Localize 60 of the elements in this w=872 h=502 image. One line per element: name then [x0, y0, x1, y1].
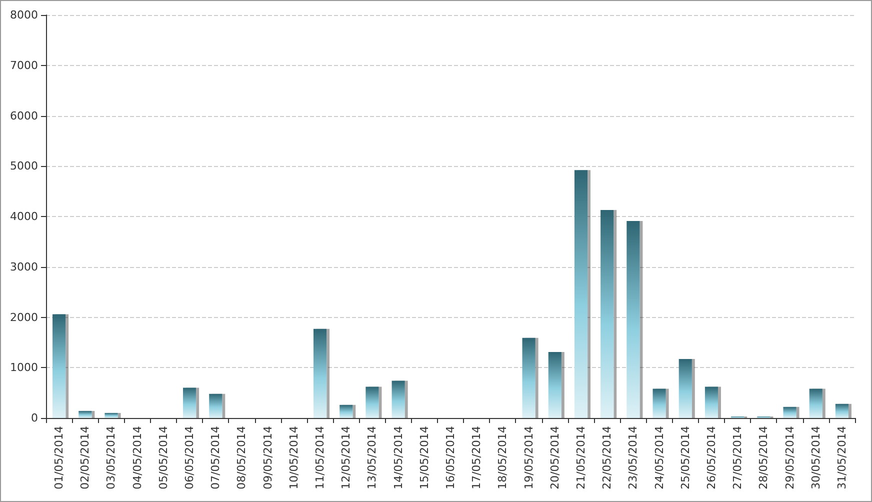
bar — [78, 410, 92, 418]
x-tick-label: 08/05/2014 — [235, 426, 248, 490]
y-tick-label: 2000 — [10, 310, 38, 324]
x-tick-label: 14/05/2014 — [392, 426, 405, 490]
y-tick-label: 8000 — [10, 8, 38, 22]
x-tick-label: 29/05/2014 — [783, 426, 796, 490]
x-tick-label: 30/05/2014 — [809, 426, 822, 490]
x-tick-label: 11/05/2014 — [314, 426, 327, 490]
bar — [835, 404, 848, 418]
bar — [678, 359, 692, 418]
x-tick-label: 25/05/2014 — [678, 426, 692, 490]
bar — [652, 388, 666, 418]
x-tick-label: 21/05/2014 — [574, 426, 588, 490]
bar — [626, 221, 640, 418]
x-tick-label: 12/05/2014 — [340, 426, 353, 490]
x-tick-label: 26/05/2014 — [704, 426, 718, 490]
x-tick-label: 20/05/2014 — [548, 426, 562, 490]
bar — [366, 386, 379, 418]
x-tick-label: 05/05/2014 — [156, 426, 170, 490]
bar — [548, 352, 562, 418]
y-tick-label: 3000 — [10, 260, 38, 274]
x-tick-label: 09/05/2014 — [261, 426, 274, 490]
bar — [104, 412, 118, 418]
x-tick-label: 10/05/2014 — [287, 426, 300, 490]
bar — [52, 314, 66, 418]
y-tick-label: 6000 — [10, 109, 38, 122]
bar — [313, 328, 327, 418]
bar — [392, 380, 405, 418]
bar — [340, 404, 353, 418]
x-tick-label: 03/05/2014 — [104, 426, 118, 490]
bar — [522, 338, 536, 418]
x-tick-label: 07/05/2014 — [209, 426, 222, 490]
y-tick-label: 1000 — [10, 361, 38, 374]
bar — [574, 170, 588, 418]
bar — [783, 406, 796, 418]
y-tick-label: 7000 — [10, 58, 38, 72]
y-tick-label: 4000 — [10, 210, 38, 223]
x-tick-label: 31/05/2014 — [835, 426, 848, 490]
bar — [704, 386, 718, 418]
bar — [183, 388, 196, 418]
x-tick-label: 19/05/2014 — [522, 426, 536, 490]
x-tick-label: 01/05/2014 — [52, 426, 66, 490]
x-tick-label: 23/05/2014 — [626, 426, 640, 490]
x-tick-label: 28/05/2014 — [757, 426, 770, 490]
bar — [209, 394, 222, 418]
y-tick-label: 0 — [31, 412, 38, 424]
bar — [809, 388, 822, 418]
x-tick-label: 06/05/2014 — [183, 426, 196, 490]
x-tick-label: 17/05/2014 — [470, 426, 484, 490]
x-tick-label: 16/05/2014 — [444, 426, 457, 490]
x-tick-label: 22/05/2014 — [600, 426, 614, 490]
x-tick-label: 18/05/2014 — [496, 426, 510, 490]
x-tick-label: 27/05/2014 — [731, 426, 744, 490]
x-tick-label: 13/05/2014 — [366, 426, 379, 490]
bar — [600, 210, 614, 418]
x-tick-label: 02/05/2014 — [78, 426, 92, 490]
x-tick-label: 24/05/2014 — [652, 426, 666, 490]
x-tick-label: 15/05/2014 — [418, 426, 431, 490]
y-tick-label: 5000 — [10, 160, 38, 173]
x-tick-label: 04/05/2014 — [130, 426, 144, 490]
